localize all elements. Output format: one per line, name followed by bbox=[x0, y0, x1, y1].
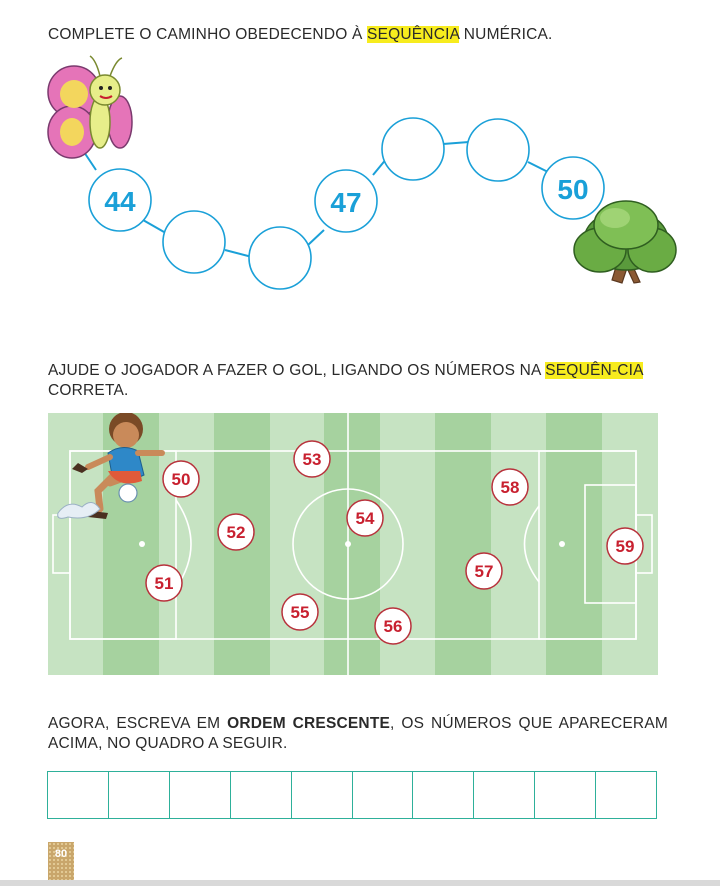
field-number-56: 56 bbox=[384, 617, 403, 636]
highlighted-word: SEQUÊN-CIA bbox=[545, 362, 643, 379]
path-circle-4 bbox=[314, 169, 378, 233]
field-number-54: 54 bbox=[356, 509, 375, 528]
highlighted-word: SEQUÊNCIA bbox=[367, 26, 460, 43]
path-circle-6[interactable] bbox=[466, 118, 530, 182]
instruction-text: COMPLETE O CAMINHO OBEDECENDO À bbox=[48, 26, 368, 43]
answer-cell-9[interactable] bbox=[535, 772, 597, 818]
path-circle-5[interactable] bbox=[381, 117, 445, 181]
bottom-rule bbox=[0, 880, 720, 886]
path-circle-1 bbox=[88, 168, 152, 232]
number-path-illustration: 44 47 50 bbox=[47, 55, 677, 290]
field-ball-57[interactable] bbox=[465, 552, 503, 590]
answer-cell-8[interactable] bbox=[474, 772, 536, 818]
field-ball-56[interactable] bbox=[374, 607, 412, 645]
page-number: 80 bbox=[48, 842, 74, 886]
field-ball-54[interactable] bbox=[346, 499, 384, 537]
butterfly-illustration bbox=[47, 55, 133, 159]
path-connectors bbox=[83, 141, 549, 258]
field-ball-52[interactable] bbox=[217, 513, 255, 551]
tree-illustration bbox=[573, 200, 677, 284]
field-ball-58[interactable] bbox=[491, 468, 529, 506]
soccer-player-illustration bbox=[57, 413, 165, 519]
path-circle-7 bbox=[541, 156, 605, 220]
instruction-text: AJUDE O JOGADOR A FAZER O GOL, LIGANDO O… bbox=[48, 362, 546, 379]
answer-cell-7[interactable] bbox=[413, 772, 475, 818]
instruction-text: , OS NÚMEROS QUE APARECERAM ACIMA, NO QU… bbox=[48, 715, 668, 752]
field-number-52: 52 bbox=[227, 523, 246, 542]
field-ball-53[interactable] bbox=[293, 440, 331, 478]
field-number-59: 59 bbox=[616, 537, 635, 556]
bold-phrase: ORDEM CRESCENTE bbox=[227, 715, 391, 732]
instruction-ascending-order: AGORA, ESCREVA EM ORDEM CRESCENTE, OS NÚ… bbox=[48, 714, 668, 754]
instruction-text: NUMÉRICA. bbox=[459, 26, 553, 43]
instruction-complete-path: COMPLETE O CAMINHO OBEDECENDO À SEQUÊNCI… bbox=[48, 25, 688, 45]
field-number-50: 50 bbox=[172, 470, 191, 489]
path-number-7: 50 bbox=[557, 174, 588, 205]
instruction-text: AGORA, ESCREVA EM bbox=[48, 715, 228, 732]
answer-cell-5[interactable] bbox=[292, 772, 353, 818]
field-number-58: 58 bbox=[501, 478, 520, 497]
soccer-field: 50 51 52 53 54 55 56 57 58 59 bbox=[48, 413, 658, 675]
field-ball-55[interactable] bbox=[281, 593, 319, 631]
instruction-soccer: AJUDE O JOGADOR A FAZER O GOL, LIGANDO O… bbox=[48, 361, 668, 401]
answer-cell-10[interactable] bbox=[596, 772, 656, 818]
path-circle-3[interactable] bbox=[248, 226, 312, 290]
field-number-51: 51 bbox=[155, 574, 174, 593]
field-number-55: 55 bbox=[291, 603, 310, 622]
answer-cell-2[interactable] bbox=[109, 772, 170, 818]
field-number-57: 57 bbox=[475, 562, 494, 581]
field-number-53: 53 bbox=[303, 450, 322, 469]
answer-grid bbox=[47, 771, 657, 819]
field-ball-50[interactable] bbox=[162, 460, 200, 498]
answer-cell-6[interactable] bbox=[353, 772, 414, 818]
answer-cell-4[interactable] bbox=[231, 772, 292, 818]
path-circle-2[interactable] bbox=[162, 210, 226, 274]
field-ball-51[interactable] bbox=[145, 564, 183, 602]
answer-cell-3[interactable] bbox=[170, 772, 231, 818]
field-ball-59[interactable] bbox=[606, 527, 644, 565]
path-number-1: 44 bbox=[104, 186, 136, 217]
answer-cell-1[interactable] bbox=[48, 772, 109, 818]
path-number-4: 47 bbox=[330, 187, 361, 218]
instruction-text: CORRETA. bbox=[48, 382, 129, 399]
